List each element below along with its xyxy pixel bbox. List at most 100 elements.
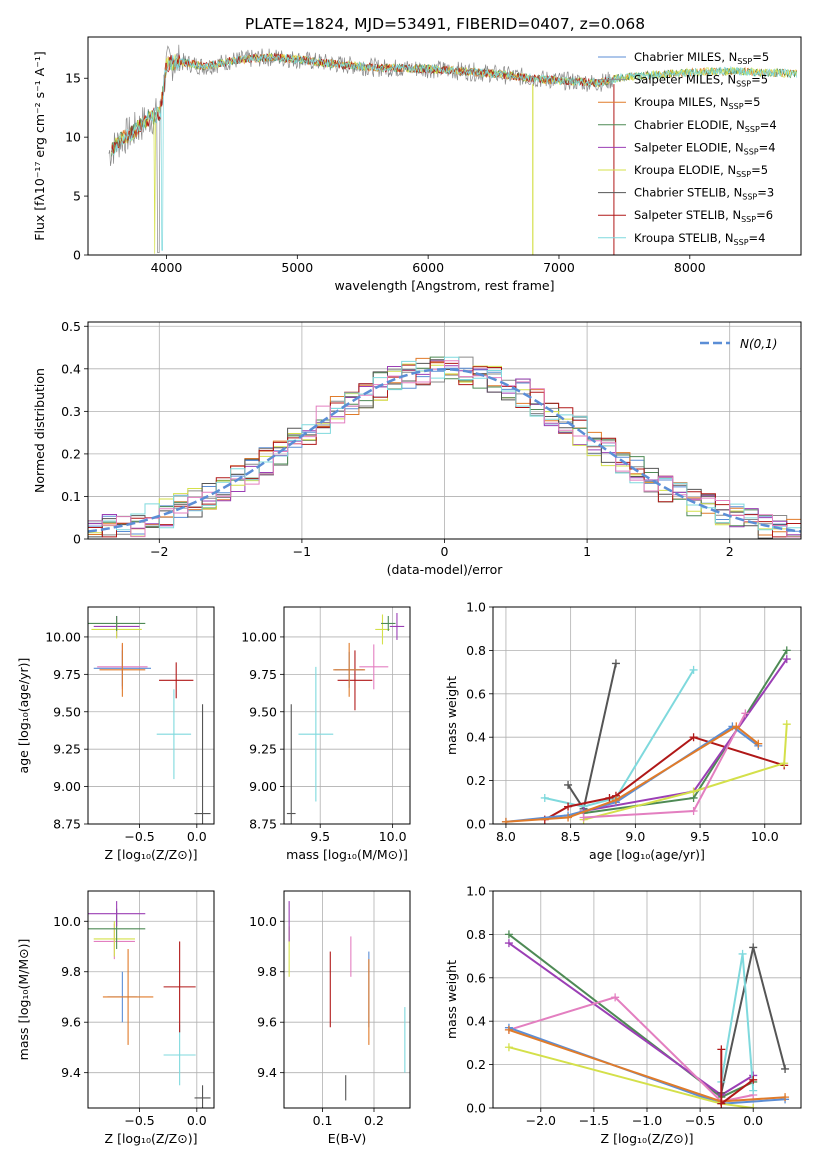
weight-marker (717, 1045, 726, 1054)
weight-marker (564, 780, 573, 789)
plot-area-age-mass (286, 612, 405, 824)
y-tick-label: 9.6 (257, 1015, 277, 1030)
y-tick-label: 9.50 (53, 704, 81, 719)
x-tick-label: 6000 (412, 260, 444, 275)
figure-title: PLATE=1824, MJD=53491, FIBERID=0407, z=0… (245, 15, 645, 33)
x-tick-label: 8000 (674, 260, 706, 275)
chart-age-mass: 9.5 10.0 8.75 9.00 9.25 9.50 9.75 10.00 mass [lo… (241, 606, 411, 862)
y-tick-label: 0.4 (61, 361, 81, 376)
y-tick-label: 9.4 (61, 1065, 81, 1080)
y-tick-label: 10.00 (241, 629, 277, 644)
x-tick-label: 5000 (281, 260, 313, 275)
x-tick-label: 1 (583, 544, 591, 559)
x-tick-label: −2.0 (526, 1113, 556, 1128)
x-axis-label: age [log₁₀(age/yr)] (589, 847, 705, 862)
weight-line (544, 736, 785, 821)
x-tick-label: 0.0 (187, 1113, 207, 1128)
x-tick-label: 0 (441, 544, 449, 559)
weight-marker (749, 1086, 758, 1095)
plot-area-age-z (88, 615, 211, 824)
x-axis-label: wavelength [Angstrom, rest frame] (334, 278, 554, 293)
weight-marker (689, 806, 698, 815)
y-tick-label: 9.4 (257, 1065, 277, 1080)
y-tick-label: 9.25 (53, 742, 81, 757)
weight-marker (689, 665, 698, 674)
legend-entry: N(0,1) (740, 337, 777, 351)
y-tick-label: 1.0 (466, 600, 486, 615)
x-axis-label: Z [log₁₀(Z/Z⊙)] (105, 1131, 198, 1146)
axes-frame (283, 890, 411, 1109)
legend: Chabrier MILES, NSSP=5 Salpeter MILES, NS… (598, 50, 777, 247)
x-tick-label: 0.0 (187, 829, 207, 844)
plot-area-mass-ebv (288, 901, 406, 1101)
plot-area-mass-z (88, 901, 211, 1108)
y-tick-label: 0.2 (466, 1057, 486, 1072)
x-axis-label: (data-model)/error (387, 562, 504, 577)
weight-marker (504, 1043, 513, 1052)
x-tick-label: 0.0 (743, 1113, 763, 1128)
weight-marker (504, 939, 513, 948)
weight-line (583, 724, 788, 821)
y-tick-label: 0.8 (466, 643, 486, 658)
weight-marker (564, 813, 573, 822)
legend-entry: Kroupa MILES, NSSP=5 (634, 95, 760, 111)
weight-marker (689, 733, 698, 742)
y-tick-label: 9.00 (53, 779, 81, 794)
plot-area-spectrum (108, 44, 798, 255)
y-axis-label: Flux [fλ10⁻¹⁷ erg cm⁻² s⁻¹ A⁻¹] (32, 51, 47, 240)
x-tick-label: −0.5 (124, 1113, 154, 1128)
x-tick-label: −1 (293, 544, 311, 559)
x-tick-label: 8.0 (496, 829, 516, 844)
y-tick-label: 9.75 (249, 667, 277, 682)
legend: N(0,1) (700, 337, 777, 351)
y-tick-label: 10 (65, 130, 81, 145)
y-tick-label: 0.6 (466, 686, 486, 701)
legend-entry: Kroupa STELIB, NSSP=4 (634, 231, 765, 247)
weight-marker (732, 722, 741, 731)
x-tick-label: −2 (150, 544, 168, 559)
y-tick-label: 9.25 (249, 742, 277, 757)
y-axis-label: mass [log₁₀(M/M⊙)] (16, 939, 31, 1061)
y-tick-label: 0.3 (61, 404, 81, 419)
weight-marker (741, 709, 750, 718)
x-tick-label: 4000 (151, 260, 183, 275)
chart-mass-z: −0.5 0.0 9.4 9.6 9.8 10.0 Z [log₁₀(Z/Z⊙)] mass … (16, 890, 215, 1146)
x-axis-label: mass [log₁₀(M/M⊙)] (286, 847, 408, 862)
y-tick-label: 0.6 (466, 970, 486, 985)
y-tick-label: 0 (73, 532, 81, 547)
axes-frame (87, 890, 215, 1109)
weight-line (508, 996, 754, 1103)
x-tick-label: −1.5 (579, 1113, 609, 1128)
chart-spectrum: Chabrier MILES, NSSP=5 Salpeter MILES, NS… (32, 36, 802, 293)
chart-weight-z: −2.0 −1.5 −1.0 −0.5 0.0 0.0 0.2 0.4 0.6 0.8 1.0 Z [… (444, 884, 802, 1146)
weight-marker (501, 817, 510, 824)
x-tick-label: −0.5 (685, 1113, 715, 1128)
axes-frame (87, 36, 802, 256)
y-tick-label: 15 (65, 71, 81, 86)
weight-marker (504, 930, 513, 939)
y-tick-label: 5 (73, 189, 81, 204)
plot-area-residuals (88, 356, 801, 539)
weight-marker (579, 813, 588, 822)
y-tick-label: 0.8 (466, 927, 486, 942)
weight-line (508, 933, 754, 1099)
x-axis-label: Z [log₁₀(Z/Z⊙)] (105, 847, 198, 862)
y-tick-label: 0.5 (61, 319, 81, 334)
y-tick-label: 10.0 (249, 914, 277, 929)
plot-area-weight-z (504, 930, 790, 1108)
x-tick-label: 0.2 (364, 1113, 384, 1128)
y-tick-label: 0.4 (466, 1014, 486, 1029)
y-axis-label: age [log₁₀(age/yr)] (16, 658, 31, 774)
x-tick-label: 9.5 (690, 829, 710, 844)
y-tick-label: 9.00 (249, 779, 277, 794)
chart-weight-age: 8.0 8.5 9.0 9.5 10.0 0.0 0.2 0.4 0.6 0.8 1.0 age [l… (444, 600, 802, 862)
weight-line (544, 669, 695, 808)
y-tick-label: 0.1 (61, 489, 81, 504)
weight-marker (749, 943, 758, 952)
y-tick-label: 1.0 (466, 884, 486, 899)
y-axis-label: Normed distribution (32, 368, 47, 493)
weight-marker (611, 659, 620, 668)
normal-curve (88, 368, 801, 533)
y-tick-label: 0.4 (466, 730, 486, 745)
